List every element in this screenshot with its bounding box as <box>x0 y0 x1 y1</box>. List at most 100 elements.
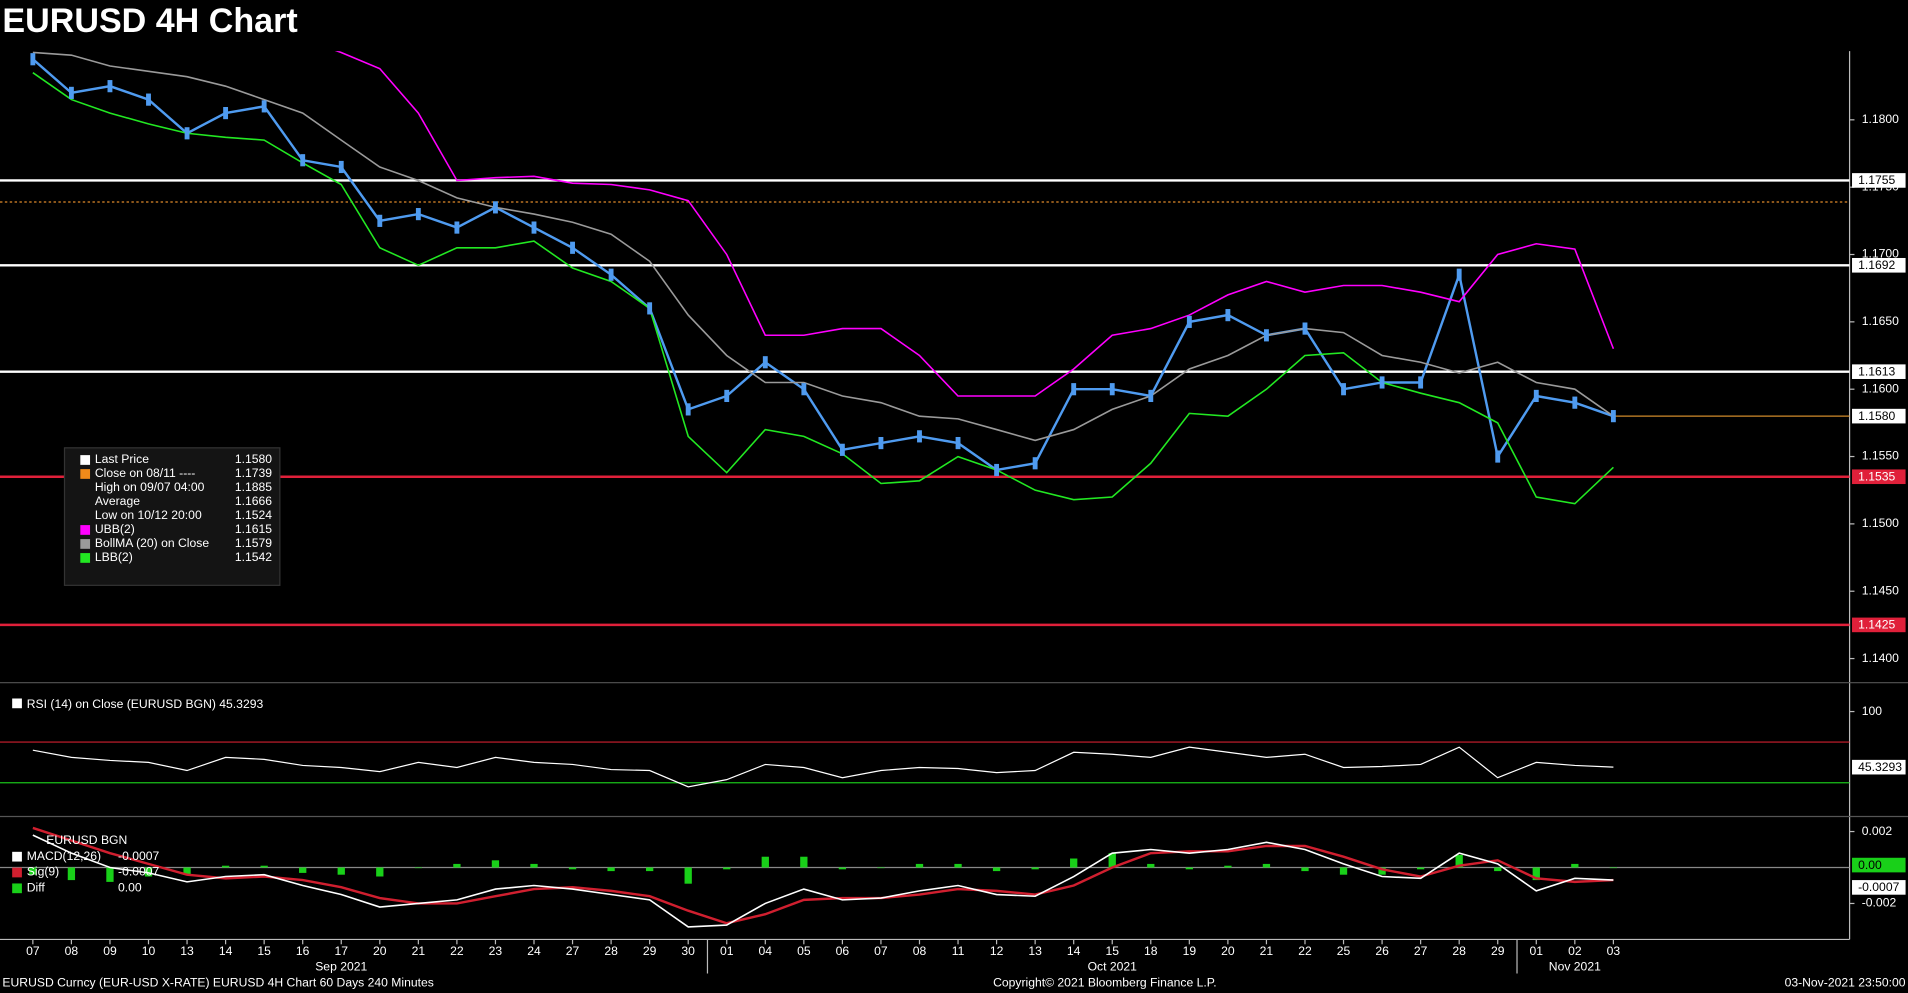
diff-bar <box>1070 858 1078 868</box>
diff-bar <box>414 867 422 869</box>
price-mark <box>1148 389 1154 403</box>
price-mark <box>261 100 267 113</box>
rsi-line <box>32 746 1614 788</box>
macd-swatch <box>12 851 22 862</box>
axis-badge <box>1852 408 1906 424</box>
macd-tick-label: 0.002 <box>1862 824 1893 838</box>
axis-badge-label: 1.1692 <box>1858 258 1895 272</box>
diff-bar <box>260 865 268 868</box>
diff-bar <box>1416 867 1425 870</box>
rsi-label: RSI (14) on Close (EURUSD BGN) 45.3293 <box>27 697 264 711</box>
axis-badge <box>1852 759 1906 775</box>
macd-title: EURUSD BGN <box>46 833 127 847</box>
x-tick-label: 05 <box>797 944 811 958</box>
diff-bar <box>761 856 769 868</box>
x-tick-label: 15 <box>1105 944 1119 958</box>
axis-badge <box>1852 257 1906 273</box>
legend-swatch <box>80 455 91 465</box>
legend-swatch <box>80 525 91 535</box>
x-tick-label: 03 <box>1607 944 1621 958</box>
diff-bar <box>645 867 654 872</box>
price-mark <box>878 436 884 450</box>
macd-swatch <box>12 867 22 878</box>
x-tick-label: 08 <box>913 944 927 958</box>
x-tick-label: 02 <box>1568 944 1582 958</box>
x-tick-label: 24 <box>527 944 541 958</box>
x-tick-label: 21 <box>412 944 426 958</box>
x-tick-label: 23 <box>489 944 503 958</box>
macd-line <box>32 834 1614 928</box>
diff-bar <box>1108 853 1116 868</box>
price-mark <box>107 80 113 93</box>
price-mark <box>1572 396 1578 409</box>
price-mark <box>839 443 845 456</box>
rsi-tick-label: 100 <box>1862 704 1883 718</box>
x-tick-label: 11 <box>952 944 965 958</box>
macd-tick-label: -0.002 <box>1862 896 1897 910</box>
diff-bar <box>29 867 37 875</box>
axis-badge <box>1852 469 1906 485</box>
price-mark <box>1302 322 1308 335</box>
diff-bar <box>1147 863 1155 868</box>
rsi-swatch <box>12 698 22 709</box>
diff-bar <box>337 867 345 875</box>
diff-bar <box>1571 863 1579 868</box>
legend-value: 1.1579 <box>235 536 272 550</box>
macd-legend-label: Sig(9) <box>27 865 59 879</box>
price-panel <box>0 51 1850 627</box>
x-tick-label: 12 <box>990 944 1004 958</box>
legend-value: 1.1739 <box>235 466 272 480</box>
x-tick-label: 29 <box>643 944 657 958</box>
macd-legend-value: -0.0007 <box>118 865 159 879</box>
diff-bar <box>106 867 114 882</box>
legend-label: UBB(2) <box>95 522 135 536</box>
x-tick-label: 25 <box>1337 944 1351 958</box>
axis-badge <box>1852 857 1906 873</box>
y-tick-label: 1.1650 <box>1862 314 1899 328</box>
x-tick-label: 01 <box>720 944 734 958</box>
price-mark <box>146 93 151 106</box>
legend-label: LBB(2) <box>95 550 133 564</box>
legend-label: High on 09/07 04:00 <box>95 480 205 494</box>
diff-bar <box>530 863 538 868</box>
price-mark <box>30 53 36 66</box>
axis-badge-label: 1.1755 <box>1858 173 1895 187</box>
legend-value: 1.1524 <box>235 508 272 522</box>
x-tick-label: 13 <box>180 944 194 958</box>
diff-bar <box>1494 867 1502 872</box>
price-mark <box>1109 383 1115 396</box>
y-tick-label: 1.1600 <box>1862 381 1899 395</box>
axis-badge-label: -0.0007 <box>1858 880 1899 894</box>
price-mark <box>955 436 961 450</box>
series-line <box>32 58 1614 472</box>
diff-bar <box>1339 867 1348 875</box>
x-tick-label: 30 <box>681 944 695 958</box>
diff-bar <box>144 867 153 877</box>
diff-bar <box>568 867 577 870</box>
x-tick-label: 10 <box>142 944 156 958</box>
diff-bar <box>1224 865 1232 868</box>
x-tick-label: 21 <box>1260 944 1274 958</box>
price-mark <box>608 268 614 281</box>
diff-bar <box>1609 867 1618 869</box>
price-mark <box>300 154 306 167</box>
price-mark <box>570 241 575 254</box>
month-label: Oct 2021 <box>1088 960 1138 974</box>
x-tick-label: 15 <box>257 944 271 958</box>
macd-panel <box>0 826 1850 928</box>
diff-bar <box>992 867 1001 872</box>
legend-value: 1.1580 <box>235 452 272 466</box>
price-mark <box>1418 376 1424 389</box>
price-mark <box>338 160 344 174</box>
legend-label: BollMA (20) on Close <box>95 536 209 550</box>
x-tick-label: 20 <box>373 944 387 958</box>
axis-badge-label: 1.1580 <box>1858 409 1895 423</box>
price-mark <box>415 208 421 221</box>
price-mark <box>647 302 653 315</box>
x-tick-label: 28 <box>1452 944 1466 958</box>
diff-bar <box>1301 867 1309 872</box>
x-tick-label: 04 <box>759 944 773 958</box>
series-line <box>32 51 1614 442</box>
x-tick-label: 06 <box>836 944 850 958</box>
